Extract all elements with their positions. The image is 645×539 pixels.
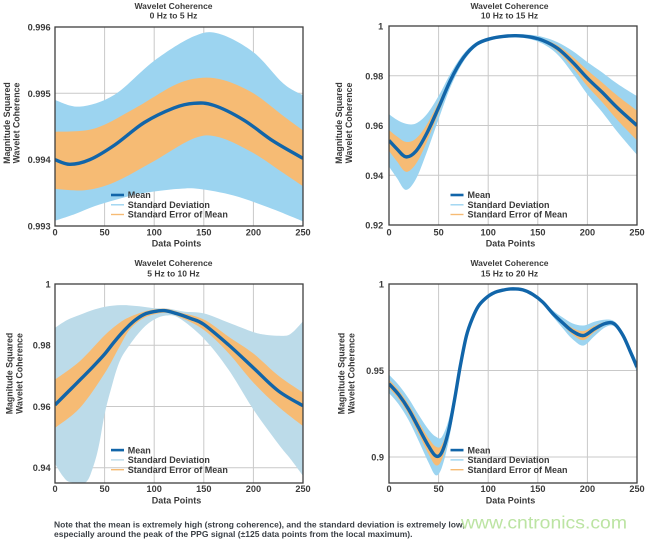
- svg-text:0.96: 0.96: [33, 402, 51, 412]
- svg-text:Magnitude Squared: Magnitude Squared: [337, 333, 347, 415]
- svg-text:100: 100: [481, 484, 496, 494]
- svg-text:0 Hz to 5 Hz: 0 Hz to 5 Hz: [150, 10, 198, 20]
- svg-text:Magnitude Squared: Magnitude Squared: [2, 82, 12, 164]
- svg-text:200: 200: [580, 228, 595, 238]
- svg-text:Data Points: Data Points: [152, 495, 202, 505]
- svg-text:0.94: 0.94: [33, 463, 52, 473]
- svg-text:Standard Error of Mean: Standard Error of Mean: [128, 465, 228, 475]
- svg-text:15 Hz to 20 Hz: 15 Hz to 20 Hz: [481, 268, 538, 278]
- svg-text:Standard Error of Mean: Standard Error of Mean: [468, 210, 568, 220]
- svg-text:0.9: 0.9: [371, 453, 384, 463]
- svg-text:250: 250: [629, 484, 644, 494]
- svg-text:Wavelet Coherence: Wavelet Coherence: [344, 82, 354, 163]
- svg-text:0.995: 0.995: [28, 89, 51, 99]
- svg-text:200: 200: [580, 484, 595, 494]
- svg-text:50: 50: [99, 484, 109, 494]
- svg-text:0.98: 0.98: [33, 341, 51, 351]
- svg-text:Wavelet Coherence: Wavelet Coherence: [12, 82, 22, 163]
- svg-text:250: 250: [295, 228, 310, 238]
- svg-text:100: 100: [147, 484, 162, 494]
- svg-text:Wavelet Coherence: Wavelet Coherence: [470, 1, 548, 11]
- svg-text:Wavelet Coherence: Wavelet Coherence: [134, 1, 212, 11]
- svg-text:5 Hz to 10 Hz: 5 Hz to 10 Hz: [147, 268, 199, 278]
- svg-text:150: 150: [196, 484, 211, 494]
- svg-text:0.996: 0.996: [28, 23, 51, 33]
- svg-text:100: 100: [481, 228, 496, 238]
- svg-text:Wavelet Coherence: Wavelet Coherence: [470, 258, 548, 268]
- svg-text:Wavelet Coherence: Wavelet Coherence: [347, 333, 357, 414]
- svg-text:Wavelet Coherence: Wavelet Coherence: [14, 333, 24, 414]
- svg-text:Standard Error of Mean: Standard Error of Mean: [128, 210, 228, 220]
- svg-text:Mean: Mean: [128, 190, 151, 200]
- svg-text:50: 50: [433, 484, 443, 494]
- svg-text:Standard Deviation: Standard Deviation: [468, 200, 550, 210]
- svg-text:Data Points: Data Points: [486, 238, 536, 248]
- svg-text:1: 1: [45, 280, 50, 290]
- svg-text:1: 1: [379, 280, 384, 290]
- svg-text:150: 150: [530, 484, 545, 494]
- svg-text:Magnitude Squared: Magnitude Squared: [334, 82, 344, 164]
- svg-text:Mean: Mean: [468, 445, 491, 455]
- svg-text:0.95: 0.95: [366, 366, 384, 376]
- svg-text:0.92: 0.92: [365, 221, 383, 231]
- svg-text:0: 0: [52, 228, 57, 238]
- svg-text:especially around the peak of: especially around the peak of the PPG si…: [54, 529, 412, 539]
- svg-text:150: 150: [196, 228, 211, 238]
- svg-text:0.98: 0.98: [365, 71, 383, 81]
- svg-text:Mean: Mean: [468, 190, 491, 200]
- svg-text:10 Hz to 15 Hz: 10 Hz to 15 Hz: [481, 10, 538, 20]
- svg-text:Magnitude Squared: Magnitude Squared: [5, 333, 15, 415]
- svg-text:0: 0: [386, 228, 391, 238]
- svg-text:Note that the mean is extremel: Note that the mean is extremely high (st…: [54, 519, 465, 529]
- svg-text:Mean: Mean: [128, 445, 151, 455]
- svg-text:250: 250: [295, 484, 310, 494]
- svg-text:100: 100: [147, 228, 162, 238]
- svg-text:150: 150: [530, 228, 545, 238]
- svg-text:0.994: 0.994: [28, 155, 52, 165]
- svg-text:0.94: 0.94: [365, 171, 384, 181]
- svg-text:200: 200: [246, 228, 261, 238]
- svg-text:Standard Deviation: Standard Deviation: [468, 455, 550, 465]
- svg-text:0.993: 0.993: [28, 222, 51, 232]
- svg-text:0.96: 0.96: [365, 121, 383, 131]
- svg-text:0: 0: [52, 484, 57, 494]
- svg-text:0: 0: [386, 484, 391, 494]
- svg-text:www.cntronics.com: www.cntronics.com: [460, 513, 627, 533]
- svg-text:200: 200: [246, 484, 261, 494]
- svg-text:Wavelet Coherence: Wavelet Coherence: [134, 258, 212, 268]
- svg-text:50: 50: [433, 228, 443, 238]
- svg-text:50: 50: [99, 228, 109, 238]
- svg-text:250: 250: [629, 228, 644, 238]
- svg-text:Standard Deviation: Standard Deviation: [128, 455, 210, 465]
- svg-text:Data Points: Data Points: [152, 238, 202, 248]
- svg-text:1: 1: [378, 22, 383, 32]
- svg-text:Data Points: Data Points: [486, 495, 536, 505]
- svg-text:Standard Deviation: Standard Deviation: [128, 200, 210, 210]
- svg-text:Standard Error of Mean: Standard Error of Mean: [468, 465, 568, 475]
